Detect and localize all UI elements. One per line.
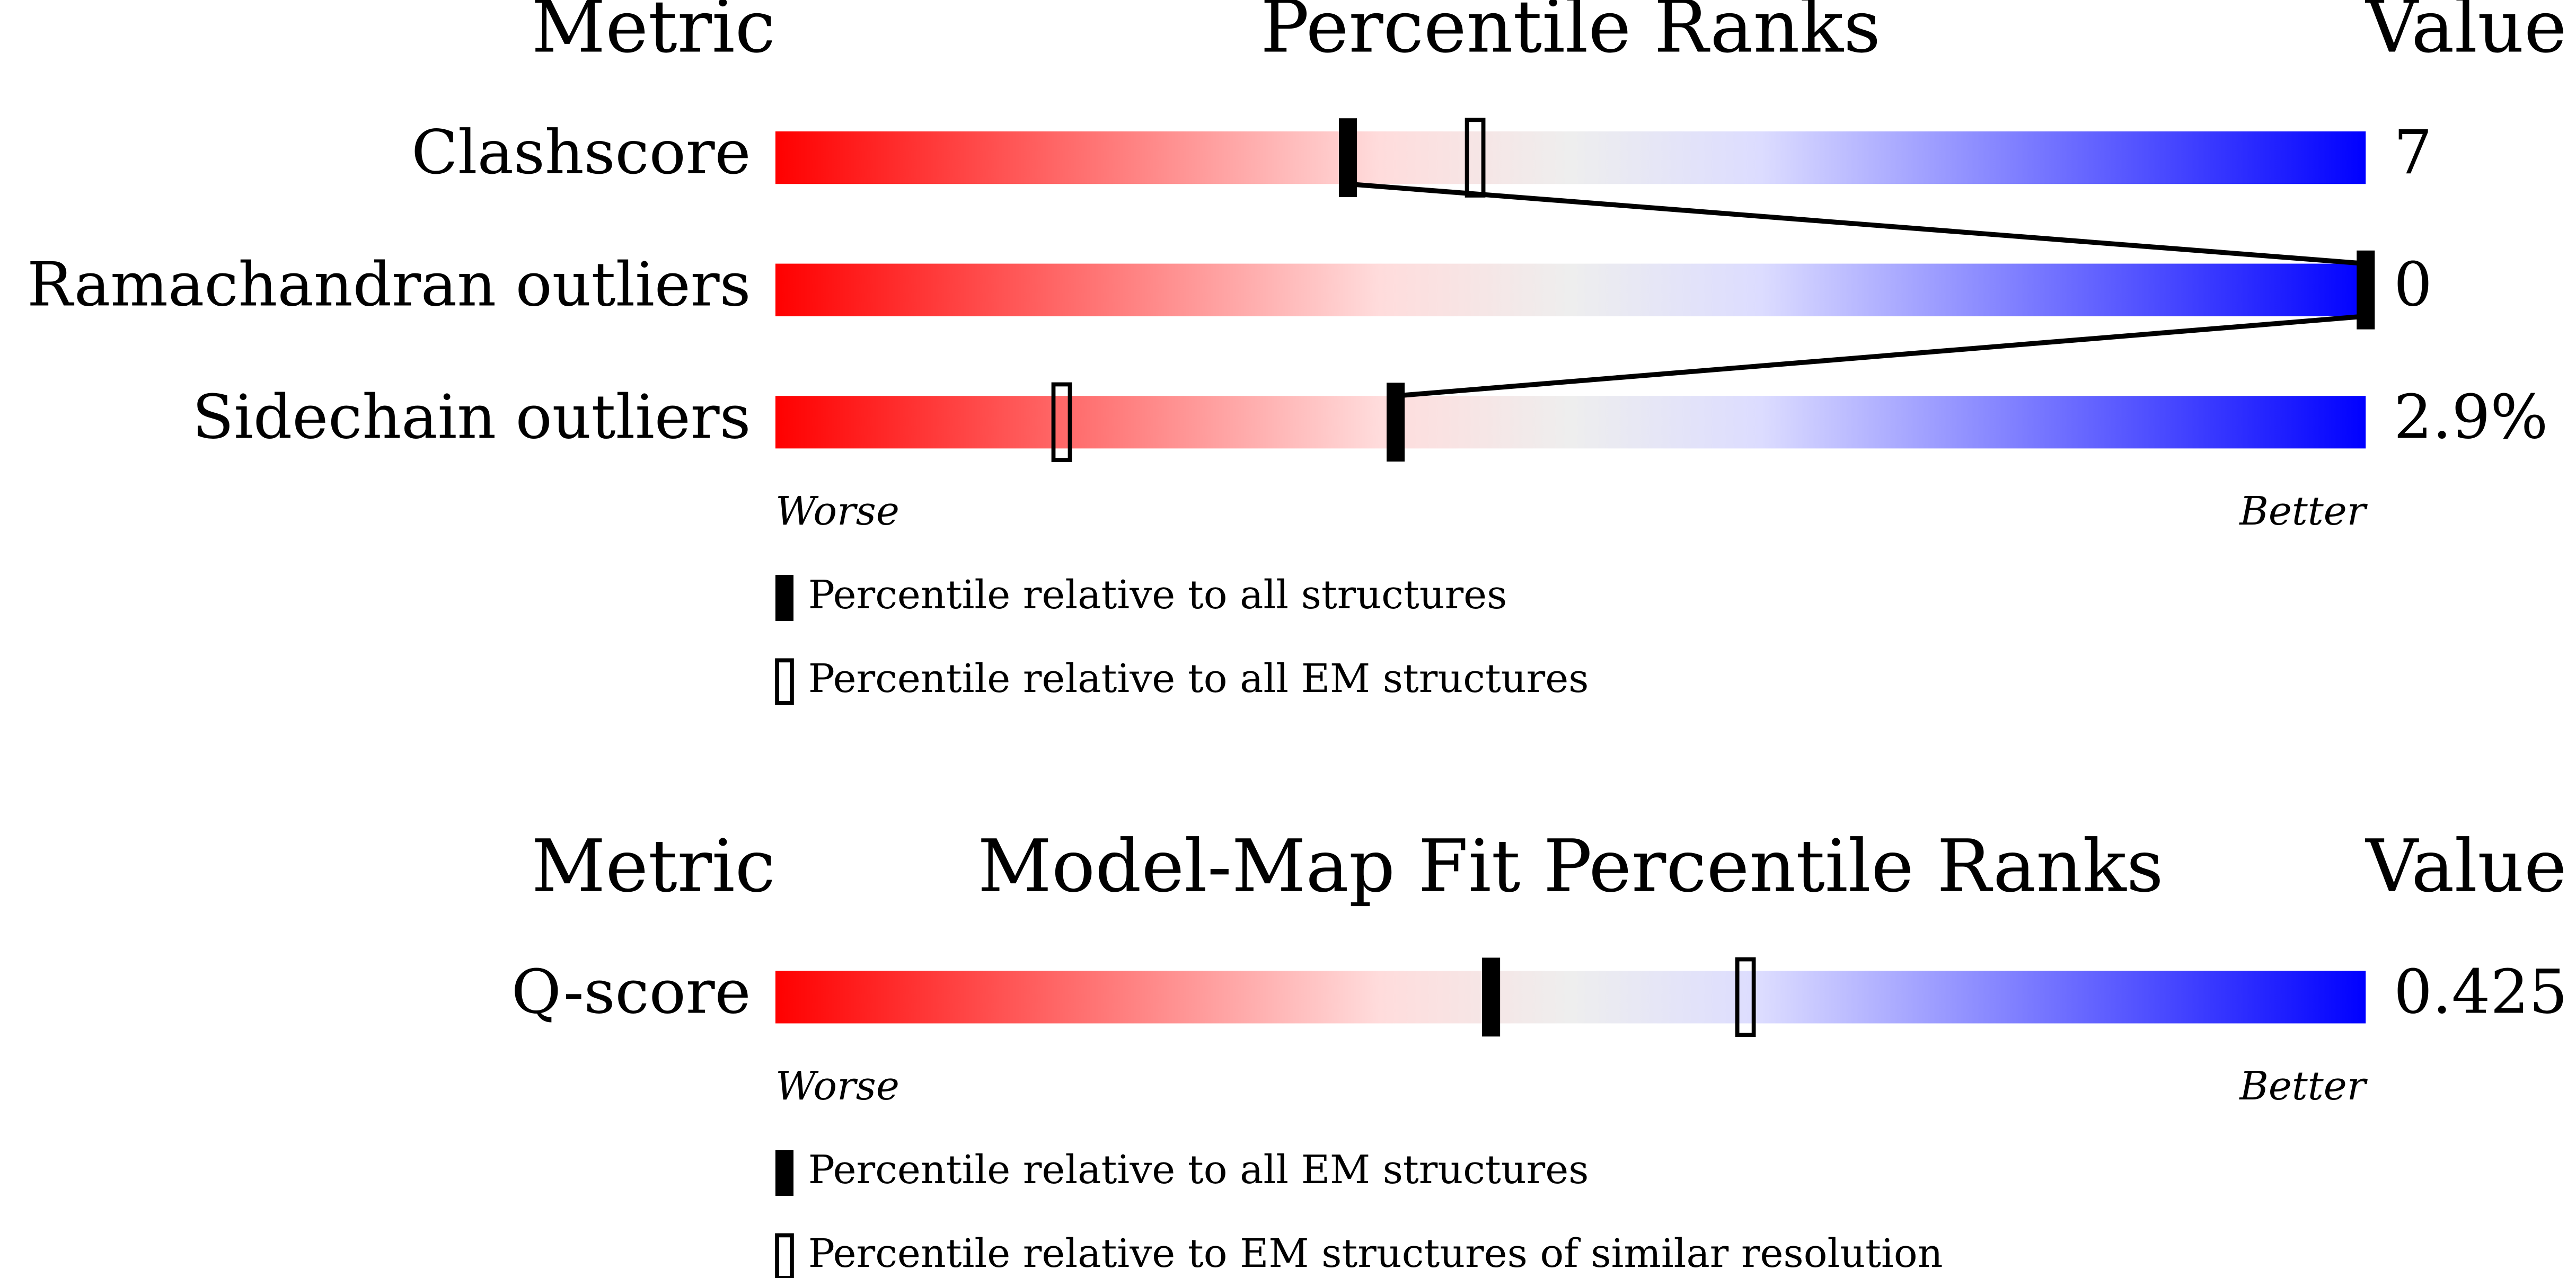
axis-label-worse: Worse [775, 1063, 899, 1109]
legend-label: Percentile relative to all EM structures [808, 655, 1589, 702]
legend-swatch [775, 575, 794, 621]
metric-label: Sidechain outliers [192, 382, 751, 452]
percentile-marker-outline [1735, 957, 1756, 1037]
legend-swatch [775, 1233, 794, 1278]
slider-bar [775, 131, 2366, 184]
header-title: Percentile Ranks [1260, 0, 1881, 69]
percentile-marker [1387, 383, 1405, 462]
slider-bar [775, 396, 2366, 449]
percentile-marker-outline [1465, 118, 1486, 198]
header-title: Model-Map Fit Percentile Ranks [977, 824, 2163, 909]
legend-swatch [775, 658, 794, 705]
legend-label: Percentile relative to all structures [808, 572, 1507, 618]
slider-bar [775, 263, 2366, 316]
axis-label-worse: Worse [775, 488, 899, 534]
metric-value: 2.9% [2394, 382, 2548, 452]
header-metric: Metric [532, 0, 775, 69]
axis-label-better: Better [2238, 1063, 2368, 1109]
connector-line [1395, 314, 2366, 398]
legend-label: Percentile relative to EM structures of … [808, 1230, 1943, 1276]
header-metric: Metric [532, 824, 775, 909]
metric-label: Clashscore [411, 118, 751, 188]
percentile-marker [2357, 250, 2375, 330]
percentile-marker-outline [1051, 382, 1072, 462]
metric-value: 7 [2394, 118, 2432, 188]
metric-value: 0.425 [2394, 957, 2568, 1027]
connector-line [1347, 181, 2366, 267]
percentile-marker [1482, 957, 1501, 1037]
axis-label-better: Better [2238, 488, 2368, 534]
slider-bar [775, 971, 2366, 1024]
percentile-marker [1339, 118, 1357, 198]
metric-label: Q-score [511, 957, 751, 1027]
metric-label: Ramachandran outliers [27, 250, 751, 321]
metric-value: 0 [2394, 250, 2432, 321]
legend-swatch [775, 1150, 794, 1196]
header-value: Value [2365, 0, 2566, 69]
header-value: Value [2365, 824, 2566, 909]
legend-label: Percentile relative to all EM structures [808, 1147, 1589, 1193]
